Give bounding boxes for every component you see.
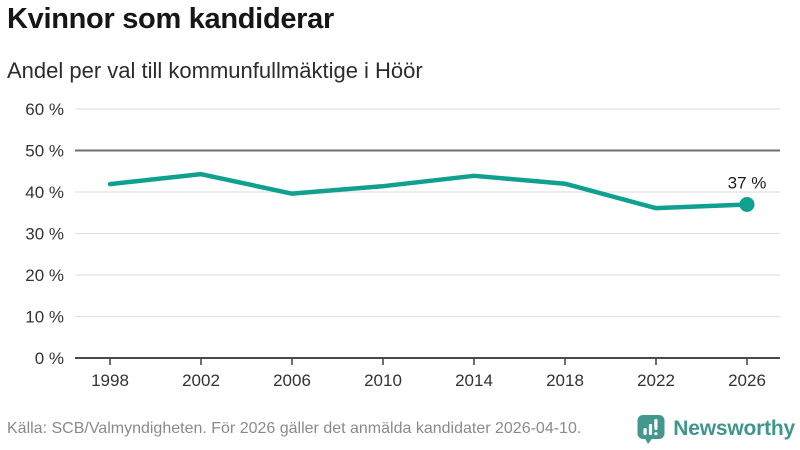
x-tick-label: 2022 bbox=[637, 371, 675, 390]
end-point-label: 37 % bbox=[728, 173, 767, 192]
x-tick-label: 2010 bbox=[364, 371, 402, 390]
y-tick-label: 0 % bbox=[35, 349, 64, 368]
x-tick-label: 1998 bbox=[91, 371, 129, 390]
y-tick-label: 20 % bbox=[25, 266, 64, 285]
x-tick-label: 2026 bbox=[728, 371, 766, 390]
chart-svg: 0 % 10 % 20 % 30 % 40 % 50 % 60 % 1998 2002 2006 2… bbox=[25, 100, 780, 390]
y-tick-label: 40 % bbox=[25, 183, 64, 202]
source-note: Källa: SCB/Valmyndigheten. För 2026 gäll… bbox=[7, 420, 582, 437]
page-subtitle: Andel per val till kommunfullmäktige i H… bbox=[7, 58, 423, 83]
chart-area: 0 % 10 % 20 % 30 % 40 % 50 % 60 % 1998 2002 2006 2… bbox=[0, 90, 800, 400]
x-tick-label: 2002 bbox=[182, 371, 220, 390]
footer: Källa: SCB/Valmyndigheten. För 2026 gäll… bbox=[7, 412, 795, 446]
end-point-marker bbox=[739, 196, 755, 212]
brand-name: Newsworthy bbox=[673, 417, 795, 440]
y-tick-label: 10 % bbox=[25, 308, 64, 327]
y-tick-label: 50 % bbox=[25, 142, 64, 161]
header: Kvinnor som kandiderar Andel per val til… bbox=[7, 3, 793, 84]
x-tick-label: 2018 bbox=[546, 371, 584, 390]
x-tick-label: 2006 bbox=[273, 371, 311, 390]
x-tick-label: 2014 bbox=[455, 371, 493, 390]
page-title: Kvinnor som kandiderar bbox=[7, 3, 334, 35]
y-tick-label: 30 % bbox=[25, 225, 64, 244]
y-tick-label: 60 % bbox=[25, 100, 64, 119]
speech-bubble-bar-chart-icon bbox=[637, 415, 665, 444]
data-line bbox=[107, 171, 750, 211]
brand-logo: Newsworthy bbox=[636, 414, 795, 444]
